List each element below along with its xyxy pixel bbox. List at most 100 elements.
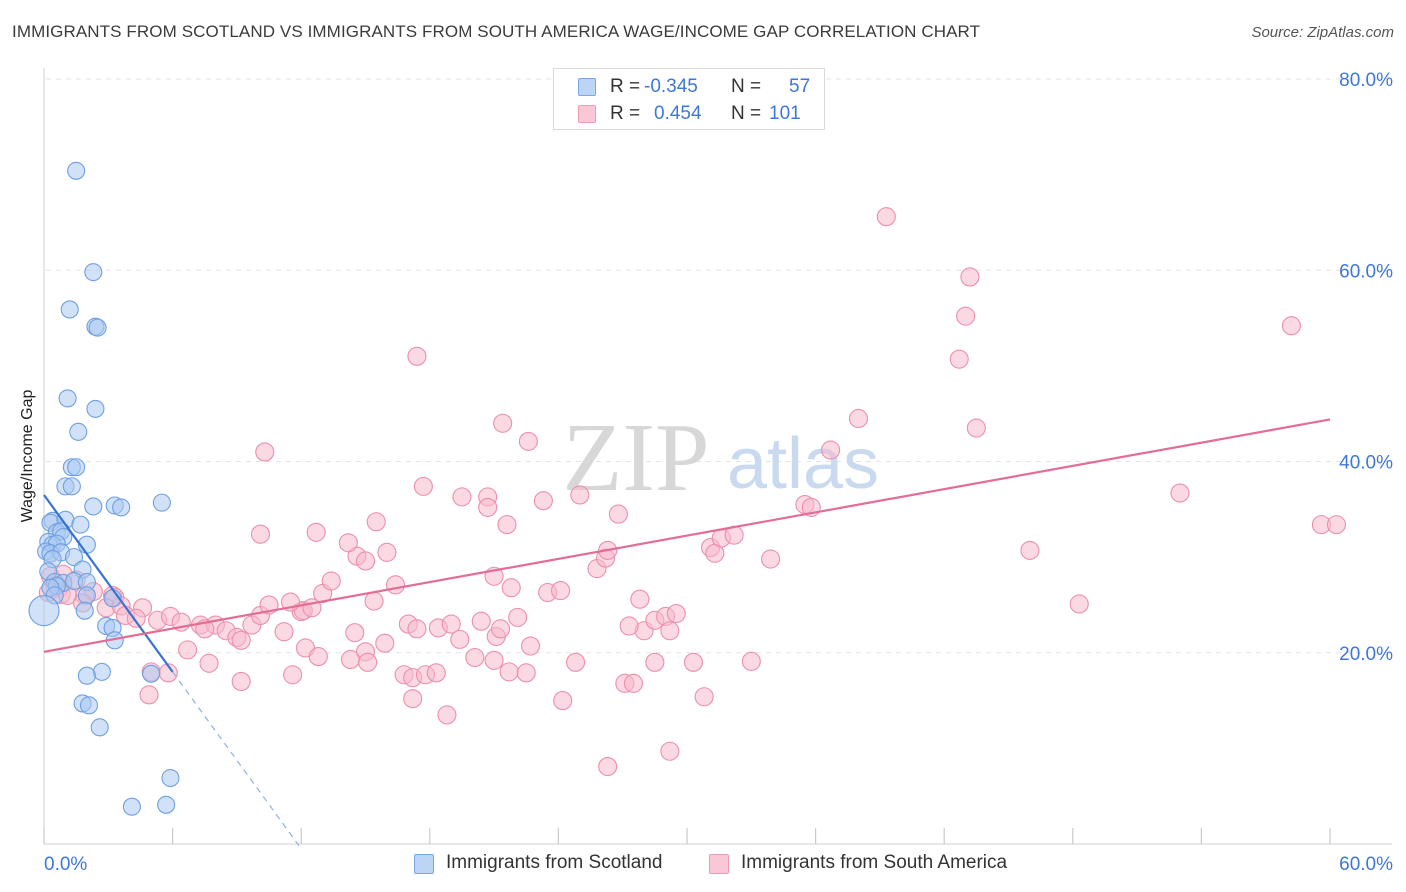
point-south-america (403, 689, 423, 709)
point-south-america (1020, 540, 1040, 560)
trend-lines (43, 418, 1331, 850)
legend-n-label: N = (731, 103, 762, 124)
point-scotland (62, 477, 81, 496)
point-south-america (660, 621, 680, 641)
point-south-america (465, 647, 485, 668)
legend-swatch-scotland (414, 854, 434, 874)
y-tick-label: 60.0% (1339, 261, 1393, 282)
point-scotland (58, 389, 77, 408)
series-south-america (38, 207, 1346, 777)
legend-label-scotland: Immigrants from Scotland (446, 852, 663, 873)
point-scotland (28, 595, 60, 627)
point-scotland (77, 666, 96, 685)
legend-swatch-south-america (578, 105, 596, 123)
y-tick-label: 20.0% (1339, 644, 1393, 665)
watermark-atlas: atlas (727, 424, 879, 504)
point-south-america (966, 418, 986, 438)
point-south-america (550, 581, 571, 601)
point-south-america (1281, 316, 1301, 336)
trend-line-south-america (43, 418, 1331, 653)
point-south-america (231, 671, 251, 691)
point-south-america (471, 611, 491, 631)
point-south-america (949, 349, 969, 369)
point-south-america (490, 619, 511, 639)
point-south-america (1170, 483, 1190, 503)
point-south-america (630, 589, 650, 609)
point-scotland (86, 399, 105, 418)
point-south-america (876, 207, 896, 227)
point-scotland (77, 586, 96, 605)
axes (43, 68, 1392, 845)
point-south-america (553, 691, 573, 711)
point-south-america (366, 512, 386, 532)
point-scotland (161, 768, 180, 788)
legend-swatch-scotland (578, 78, 596, 96)
point-south-america (413, 476, 433, 496)
point-south-america (1326, 515, 1346, 535)
tick-labels: 20.0% 40.0% 60.0% 80.0% 0.0% 60.0% (44, 70, 1393, 875)
point-south-america (355, 551, 376, 571)
point-south-america (358, 652, 378, 672)
point-south-america (385, 575, 406, 595)
point-south-america (741, 651, 761, 671)
y-axis-label: Wage/Income Gap (19, 389, 36, 523)
point-scotland (67, 458, 86, 477)
point-south-america (250, 524, 271, 544)
x-tick-label: 0.0% (44, 854, 87, 875)
point-south-america (321, 571, 341, 591)
point-south-america (694, 687, 714, 707)
point-south-america (450, 629, 470, 649)
point-south-america (255, 442, 275, 462)
point-south-america (484, 650, 504, 670)
series-legend: Immigrants from Scotland Immigrants from… (0, 851, 1406, 879)
point-south-america (821, 440, 841, 460)
point-scotland (122, 797, 141, 816)
point-south-america (338, 533, 358, 553)
x-tick-label: 60.0% (1339, 854, 1393, 875)
legend-n-label: N = (731, 76, 762, 97)
point-scotland (79, 696, 99, 715)
point-south-america (761, 549, 781, 569)
point-south-america (508, 607, 528, 627)
point-south-america (407, 619, 427, 639)
point-south-america (437, 705, 457, 725)
chart-title: IMMIGRANTS FROM SCOTLAND VS IMMIGRANTS F… (12, 22, 981, 41)
point-scotland (69, 422, 88, 441)
point-scotland (90, 718, 109, 737)
legend-n-scotland: 57 (789, 76, 811, 97)
point-south-america (608, 504, 628, 524)
point-south-america (274, 622, 294, 642)
series-scotland (28, 161, 180, 816)
point-south-america (1069, 594, 1089, 614)
point-scotland (84, 497, 103, 516)
y-tick-label: 40.0% (1339, 453, 1393, 474)
point-south-america (645, 652, 665, 672)
point-south-america (139, 685, 159, 705)
point-south-america (407, 346, 427, 366)
point-scotland (64, 548, 84, 567)
point-south-america (848, 408, 869, 429)
point-south-america (340, 649, 361, 669)
legend-r-label: R = (610, 76, 641, 97)
point-south-america (199, 653, 219, 673)
point-south-america (623, 673, 643, 693)
point-south-america (493, 413, 513, 433)
point-south-america (956, 306, 976, 326)
point-south-america (683, 652, 703, 672)
legend-label-south-america: Immigrants from South America (741, 852, 1008, 873)
legend-n-south-america: 101 (769, 103, 801, 124)
chart-source: Source: ZipAtlas.com (1251, 24, 1394, 41)
point-south-america (533, 491, 553, 511)
point-scotland (84, 263, 103, 282)
point-south-america (452, 487, 472, 507)
legend-r-scotland: -0.345 (644, 76, 698, 97)
point-south-america (619, 616, 639, 636)
point-south-america (960, 267, 980, 287)
point-south-america (306, 522, 326, 542)
point-south-america (364, 591, 384, 611)
point-south-america (308, 647, 328, 667)
gridlines (46, 78, 1392, 654)
point-scotland (112, 498, 131, 517)
point-south-america (520, 636, 541, 656)
